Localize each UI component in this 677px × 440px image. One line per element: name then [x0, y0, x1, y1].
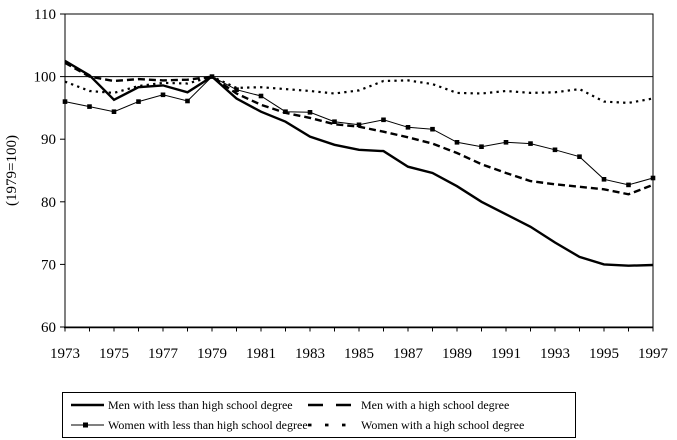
marker-square-women-less-than-high-school: [626, 182, 631, 188]
marker-square-women-less-than-high-school: [454, 140, 460, 145]
dotted-line-icon: [308, 423, 349, 427]
x-tick-label: 1991: [491, 346, 521, 362]
series-line-women-less-than-high-school: [64, 75, 654, 186]
legend-label: Men with a high school degree: [361, 398, 510, 412]
marker-square-women-less-than-high-school: [650, 175, 656, 181]
x-tick-label: 1975: [99, 346, 129, 362]
x-tick-label: 1977: [148, 346, 179, 362]
legend-entry-men-less-than-high-school: Men with less than high school degree: [71, 397, 293, 413]
x-tick-label: 1995: [589, 346, 619, 362]
x-tick-label: 1989: [442, 346, 472, 362]
marker-square-women-less-than-high-school: [528, 141, 533, 146]
plot-frame: [64, 13, 654, 328]
marker-square-women-less-than-high-school: [479, 144, 484, 149]
marker-square-women-less-than-high-school: [234, 87, 239, 92]
series-line-women-high-school: [64, 75, 654, 105]
series-line-men-less-than-high-school: [64, 59, 654, 267]
legend-label: Women with a high school degree: [361, 418, 525, 432]
legend-label: Men with less than high school degree: [108, 398, 293, 412]
dashed-line-icon: [308, 403, 357, 407]
marker-square-women-less-than-high-school: [405, 125, 411, 130]
marker-square-women-less-than-high-school: [577, 154, 582, 159]
x-tick-label: 1997: [638, 346, 669, 362]
marker-square-women-less-than-high-school: [552, 147, 558, 153]
x-tick-label: 1981: [246, 346, 276, 362]
x-tick-label: 1979: [197, 346, 227, 362]
marker-square-women-less-than-high-school: [111, 109, 117, 114]
y-axis-title: (1979=100): [4, 135, 20, 206]
thin-line-square-marker-icon: [71, 422, 104, 428]
y-tick-label: 80: [41, 195, 56, 211]
x-tick-label: 1983: [295, 346, 325, 362]
y-tick-label: 90: [41, 132, 56, 148]
legend-entry-men-high-school: Men with a high school degree: [307, 397, 509, 413]
marker-square-women-less-than-high-school: [503, 140, 509, 145]
marker-square-women-less-than-high-school: [430, 126, 435, 132]
marker-square-women-less-than-high-school: [258, 93, 264, 99]
legend-label: Women with less than high school degree: [108, 418, 308, 432]
plot-area: 1973 1975 1977 1979 1981 1983 1985 1987 1989 1991…: [4, 7, 669, 362]
marker-square-women-less-than-high-school: [356, 122, 362, 128]
x-tick-label: 1985: [344, 346, 374, 362]
legend-entry-women-high-school: Women with a high school degree: [307, 417, 524, 433]
y-tick-label: 70: [41, 257, 56, 273]
legend-box: Men with less than high school degree Me…: [62, 392, 576, 438]
solid-thick-line-icon: [71, 403, 104, 407]
marker-square-women-less-than-high-school: [283, 109, 288, 114]
y-tick-label: 110: [34, 7, 56, 23]
marker-square-women-less-than-high-school: [601, 177, 607, 182]
marker-square-women-less-than-high-school: [332, 119, 337, 124]
marker-square-women-less-than-high-school: [87, 104, 92, 109]
marker-square-women-less-than-high-school: [381, 117, 386, 123]
marker-square-women-less-than-high-school: [209, 74, 215, 79]
x-tick-label: 1987: [393, 346, 424, 362]
y-tick-label: 60: [41, 320, 56, 336]
marker-square-women-less-than-high-school: [136, 99, 141, 104]
legend-entry-women-less-than-high-school: Women with less than high school degree: [71, 417, 308, 433]
marker-square-women-less-than-high-school: [185, 98, 190, 104]
marker-square-women-less-than-high-school: [160, 92, 166, 98]
marker-square-women-less-than-high-school: [62, 99, 68, 104]
x-tick-label: 1973: [50, 346, 80, 362]
series-line-men-high-school: [64, 61, 654, 196]
x-tick-label: 1993: [540, 346, 570, 362]
y-tick-label: 100: [34, 70, 57, 86]
marker-square-women-less-than-high-school: [307, 110, 313, 115]
